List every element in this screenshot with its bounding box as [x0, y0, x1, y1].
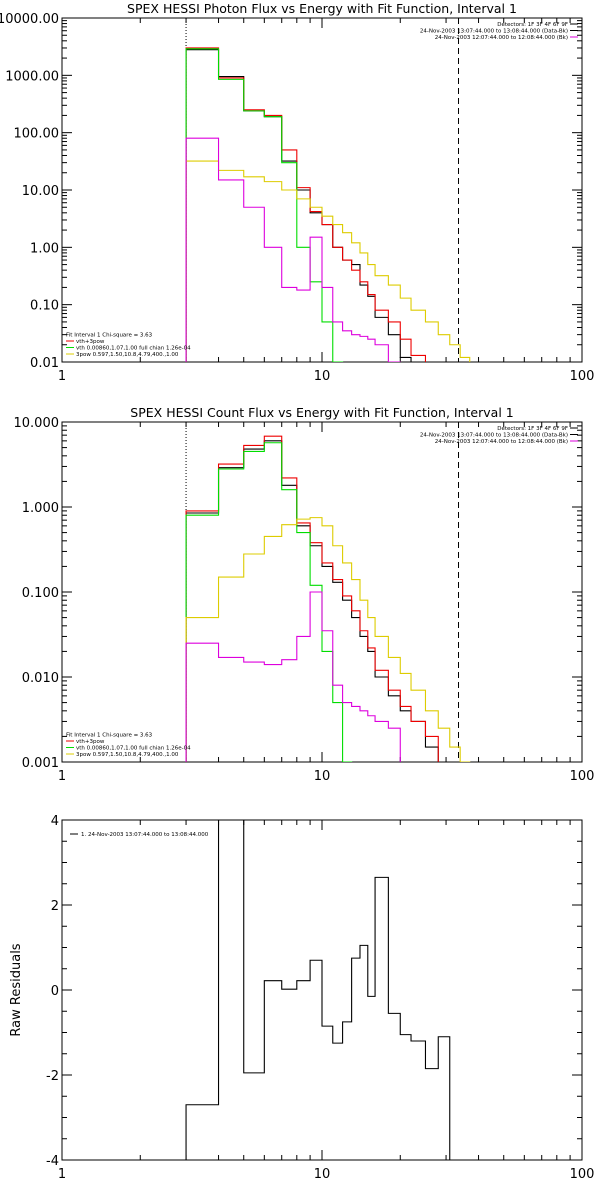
x-tick-label: 1: [58, 769, 66, 784]
y-tick-label: 10000.00: [0, 12, 59, 27]
y-tick-label: 0.01: [30, 356, 59, 371]
y-tick-label: 1.00: [30, 241, 59, 256]
y-tick-label: 0.001: [22, 756, 59, 771]
legend-text: 3pow 0.597,1.50,10.8,4.79,400.,1.00: [76, 352, 179, 358]
y-tick-label: 10.000: [14, 416, 60, 431]
series-3-line: [185, 160, 471, 362]
series-4-line: [185, 137, 401, 362]
y-tick-label: 1.000: [22, 501, 59, 516]
legend-text: Fit Interval 1 Chi-square = 3.63: [66, 733, 153, 739]
legend-text: vth 0.00860,1.07,1.00 full chian 1.26e-0…: [76, 746, 191, 752]
count-flux-panel: SPEX HESSI Count Flux vs Energy with Fit…: [14, 405, 595, 784]
x-tick-label: 100: [570, 769, 595, 784]
legend-text: vth 0.00860,1.07,1.00 full chian 1.26e-0…: [76, 346, 191, 352]
y-tick-label: 4: [51, 814, 59, 829]
y-tick-label: -2: [46, 1069, 59, 1084]
chart-title: SPEX HESSI Count Flux vs Energy with Fit…: [130, 405, 513, 420]
x-tick-label: 100: [570, 1167, 595, 1182]
x-tick-label: 10: [314, 1167, 331, 1182]
y-tick-label: 0.100: [22, 586, 59, 601]
header-text: Detectors: 1F 3F 4F 6F 9F: [497, 426, 568, 432]
photon-flux-panel: SPEX HESSI Photon Flux vs Energy with Fi…: [0, 1, 595, 384]
series-2-line: [185, 48, 344, 362]
y-tick-label: 0: [51, 984, 59, 999]
y-tick-label: -4: [46, 1154, 59, 1169]
series-0-line: [185, 49, 412, 362]
series-3-line: [185, 517, 471, 762]
series-1-line: [185, 47, 427, 362]
y-tick-label: 1000.00: [5, 69, 59, 84]
chart-title: SPEX HESSI Photon Flux vs Energy with Fi…: [127, 1, 517, 16]
x-tick-label: 100: [570, 369, 595, 384]
header-text: 24-Nov-2003 12:07:44.000 to 12:08:44.000…: [435, 35, 568, 41]
x-tick-label: 1: [58, 369, 66, 384]
y-tick-label: 10.00: [22, 184, 59, 199]
y-tick-label: 0.10: [30, 299, 59, 314]
series-2-line: [185, 442, 353, 762]
residuals-panel: 1 10 100 -4 -2 0 2 4 Raw Residuals 1. 24-Nov-2003…: [9, 814, 595, 1182]
series-0-line: [185, 820, 451, 1160]
legend-text: Fit Interval 1 Chi-square = 3.63: [66, 333, 153, 339]
header-text: 24-Nov-2003 13:07:44.000 to 13:08:44.000…: [420, 433, 568, 439]
header-text: 24-Nov-2003 12:07:44.000 to 12:08:44.000…: [435, 439, 568, 445]
legend-text: vth+3pow: [76, 339, 105, 345]
y-tick-label: 0.010: [22, 671, 59, 686]
legend-text: 1. 24-Nov-2003 13:07:44.000 to 13:08:44.…: [81, 832, 209, 838]
legend-text: vth+3pow: [76, 739, 105, 745]
y-tick-label: 100.00: [14, 127, 60, 142]
y-tick-label: 2: [51, 899, 59, 914]
x-tick-label: 1: [58, 1167, 66, 1182]
x-tick-label: 10: [314, 369, 331, 384]
y-axis-label: Raw Residuals: [9, 943, 24, 1036]
legend-text: 3pow 0.597,1.50,10.8,4.79,400.,1.00: [76, 752, 179, 758]
header-text: 24-Nov-2003 13:07:44.000 to 13:08:44.000…: [420, 29, 568, 35]
x-tick-label: 10: [314, 769, 331, 784]
series-4-line: [185, 591, 401, 762]
header-text: Detectors: 1F 3F 4F 6F 9F: [497, 22, 568, 28]
